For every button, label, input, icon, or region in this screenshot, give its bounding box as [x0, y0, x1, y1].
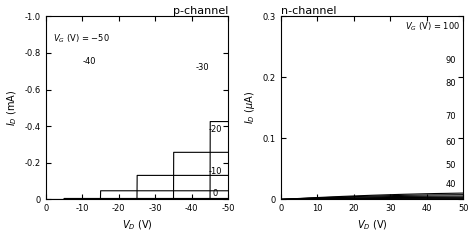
Text: -40: -40 [83, 57, 96, 66]
Text: 80: 80 [445, 79, 456, 88]
Text: -20: -20 [209, 125, 222, 134]
Text: $V_G$ (V) = −50: $V_G$ (V) = −50 [53, 32, 110, 45]
Text: n-channel: n-channel [281, 5, 337, 15]
X-axis label: $V_D$ (V): $V_D$ (V) [356, 219, 387, 233]
Text: 40: 40 [445, 180, 456, 189]
Text: $V_G$ (V) = 100: $V_G$ (V) = 100 [405, 20, 460, 33]
Text: 60: 60 [445, 138, 456, 147]
Text: 90: 90 [445, 56, 456, 65]
Text: 70: 70 [445, 112, 456, 121]
X-axis label: $V_D$ (V): $V_D$ (V) [122, 219, 152, 233]
Y-axis label: $I_D$ ($\mu$A): $I_D$ ($\mu$A) [243, 91, 257, 124]
Text: -10: -10 [209, 167, 222, 176]
Text: -30: -30 [196, 63, 210, 72]
Y-axis label: $I_D$ (mA): $I_D$ (mA) [6, 90, 19, 126]
Text: 50: 50 [445, 161, 456, 170]
Text: 0: 0 [213, 189, 218, 198]
Text: p-channel: p-channel [173, 5, 228, 15]
